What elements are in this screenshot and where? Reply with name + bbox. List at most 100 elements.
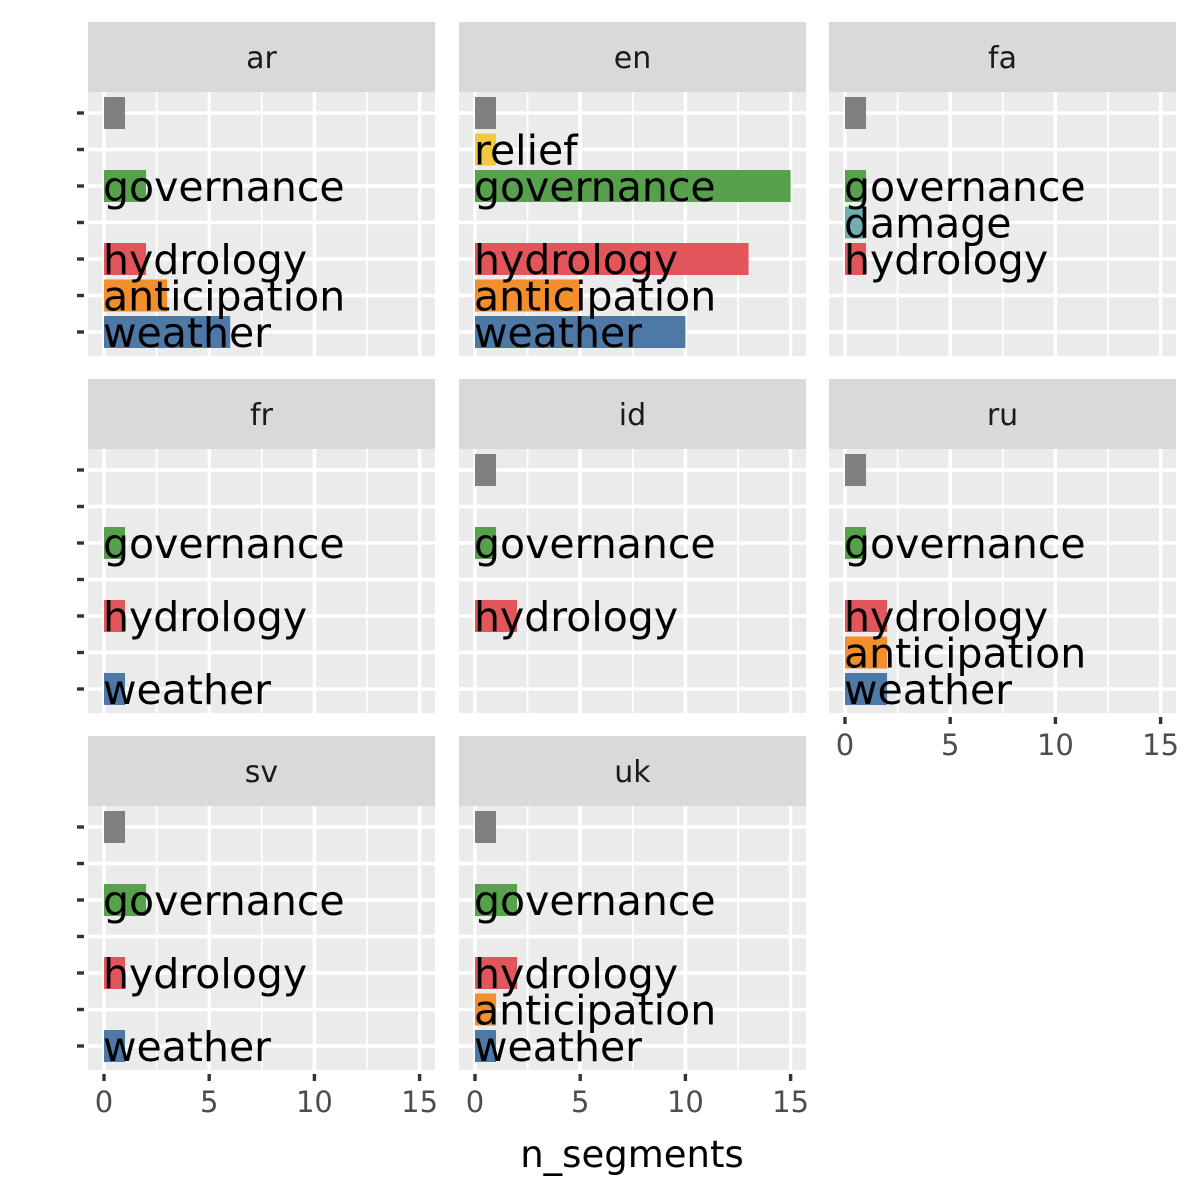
facet-label: ar (246, 41, 277, 76)
facet-label: uk (614, 755, 651, 790)
bar-weather (104, 316, 231, 348)
x-tick-label: 0 (466, 1085, 484, 1119)
bar-label-hydrology: hydrology (103, 593, 307, 641)
bar-label-anticipation: anticipation (844, 630, 1086, 678)
facet-strip (459, 22, 806, 92)
facet-strip (459, 379, 806, 449)
x-tick-label: 5 (571, 1085, 589, 1119)
x-axis-title: n_segments (520, 1133, 744, 1176)
bar-hydrology (845, 600, 888, 632)
bar-hydrology (475, 600, 518, 632)
bar-label-relief: relief (474, 127, 579, 175)
bar-label-hydrology: hydrology (474, 950, 678, 998)
bar-hydrology (104, 957, 126, 989)
x-tick-label: 15 (1142, 728, 1179, 762)
facet-uk: uk governance hydrologyanticipationweather… (459, 736, 809, 1119)
bar-label-weather: weather (474, 1023, 642, 1071)
bar-governance (104, 527, 126, 559)
bar-governance (845, 527, 867, 559)
facet-label: sv (245, 755, 278, 790)
bar-label-hydrology: hydrology (844, 236, 1048, 284)
facet-label: en (614, 41, 651, 76)
facet-strip (88, 379, 435, 449)
bar-label-governance: governance (844, 520, 1086, 568)
facet-strip (88, 22, 435, 92)
facet-ru: ru governance hydrologyanticipationweather… (829, 379, 1179, 762)
x-tick-label: 0 (836, 728, 854, 762)
facet-label: fr (250, 398, 274, 433)
bar-label-anticipation: anticipation (474, 273, 716, 321)
x-tick-label: 10 (1037, 728, 1074, 762)
bar-relief (475, 133, 497, 166)
bar-weather (845, 673, 888, 705)
facet-sv: sv governance hydrology weather 0 5 10 15 (77, 736, 438, 1119)
x-tick-label: 10 (667, 1085, 704, 1119)
facet-fr: fr governance hydrology weather (77, 379, 435, 714)
facet-strip (459, 736, 806, 806)
bar-label-weather: weather (844, 666, 1012, 714)
x-tick-label: 5 (200, 1085, 218, 1119)
bar-blank (475, 97, 497, 129)
bar-label-weather: weather (103, 309, 271, 357)
bar-governance (845, 170, 867, 202)
bar-blank (475, 454, 497, 486)
bar-label-hydrology: hydrology (103, 950, 307, 998)
bar-label-anticipation: anticipation (103, 273, 345, 321)
x-tick-label: 5 (941, 728, 959, 762)
bar-governance (104, 884, 147, 916)
bar-blank (475, 811, 497, 843)
bar-label-governance: governance (844, 163, 1086, 211)
bar-label-hydrology: hydrology (474, 236, 678, 284)
bar-label-weather: weather (103, 1023, 271, 1071)
facet-label: id (619, 398, 646, 433)
bar-label-hydrology: hydrology (474, 593, 678, 641)
x-tick-label: 10 (296, 1085, 333, 1119)
bar-label-governance: governance (103, 520, 345, 568)
facet-label: fa (988, 41, 1017, 76)
bar-hydrology (475, 243, 749, 275)
bar-blank (845, 97, 867, 129)
bar-hydrology (845, 243, 867, 275)
bar-weather (475, 1030, 497, 1062)
bar-hydrology (104, 600, 126, 632)
bar-blank (104, 811, 126, 843)
facet-strip (829, 379, 1176, 449)
bar-label-governance: governance (474, 877, 716, 925)
bar-governance (104, 170, 147, 202)
bar-hydrology (475, 957, 518, 989)
bar-governance (475, 527, 497, 559)
bar-label-anticipation: anticipation (474, 987, 716, 1035)
x-tick-label: 15 (401, 1085, 438, 1119)
bar-governance (475, 170, 791, 202)
bar-label-governance: governance (103, 877, 345, 925)
bar-governance (475, 884, 518, 916)
bar-blank (104, 97, 126, 129)
bar-label-hydrology: hydrology (844, 593, 1048, 641)
bar-weather (104, 1030, 126, 1062)
bar-damage (845, 206, 867, 239)
x-tick-label: 15 (772, 1085, 809, 1119)
bar-label-damage: damage (844, 200, 1011, 248)
bar-label-governance: governance (474, 163, 716, 211)
bar-label-governance: governance (474, 520, 716, 568)
bar-anticipation (475, 279, 581, 312)
x-tick-label: 0 (95, 1085, 113, 1119)
bar-label-governance: governance (103, 163, 345, 211)
bar-weather (475, 316, 686, 348)
bar-label-weather: weather (103, 666, 271, 714)
bar-blank (845, 454, 867, 486)
facet-panels: argovernancehydrologyanticipationweather… (77, 22, 1179, 1119)
bar-hydrology (104, 243, 147, 275)
bar-label-hydrology: hydrology (103, 236, 307, 284)
facet-id: id governance hydrology (459, 379, 806, 713)
bar-label-weather: weather (474, 309, 642, 357)
facet-strip (829, 22, 1176, 92)
facet-label: ru (987, 398, 1018, 433)
facet-strip (88, 736, 435, 806)
bar-anticipation (104, 279, 168, 312)
bar-anticipation (845, 636, 888, 669)
